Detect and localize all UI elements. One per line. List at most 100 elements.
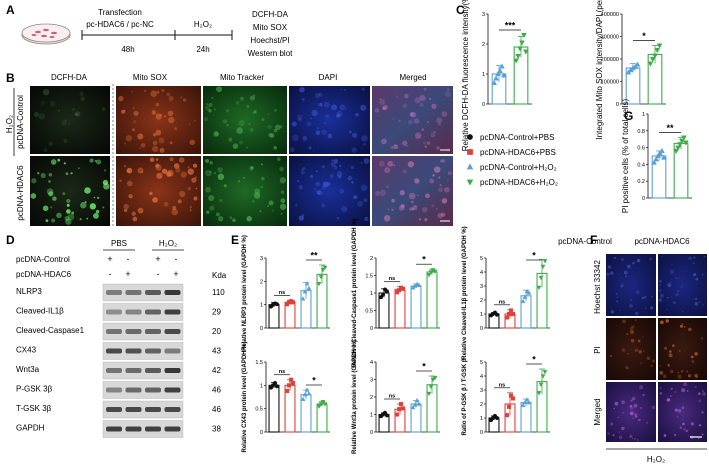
cell-dot: [159, 147, 165, 153]
cell-dot: [33, 111, 40, 118]
cell-dot: [137, 207, 144, 214]
cell-dot: [123, 164, 127, 168]
y-axis-label: Relative Cleaved-IL1β protein level (GAP…: [462, 226, 468, 359]
cell-dot: [629, 411, 634, 416]
data-point: [300, 396, 306, 402]
cell-dot: [273, 145, 277, 150]
h2o2-label-a: H₂O₂: [194, 20, 212, 29]
cell-dot: [428, 97, 432, 101]
d-kda-header: Kda: [212, 271, 227, 280]
cell-dot: [444, 91, 451, 98]
cell-dot: [702, 304, 704, 306]
cell-dot: [309, 117, 313, 120]
cell-dot: [187, 166, 190, 169]
cell-dot: [683, 382, 688, 387]
cell-dot: [347, 175, 353, 181]
blot-band: [145, 387, 161, 393]
blot-label: Wnt3a: [16, 365, 40, 374]
blot-band: [106, 407, 122, 412]
blot-band: [125, 329, 142, 334]
cell-dot: [313, 187, 317, 191]
y-tick-label: 400000: [601, 12, 619, 18]
cell-dot: [679, 324, 684, 328]
chart-wnt3a: 0 1 2 3 4 Relative Wnt3a protein level (GAPDH…: [352, 340, 440, 454]
cell-dot: [249, 127, 254, 133]
cell-dot: [418, 218, 422, 221]
cell-dot: [374, 108, 380, 113]
treatment-sign: +: [173, 269, 178, 279]
cell-dot: [613, 256, 617, 260]
cell-dot: [338, 164, 342, 168]
cell-dot: [339, 104, 346, 111]
data-point: [506, 404, 512, 409]
cell-dot: [130, 196, 133, 199]
cell-dot: [301, 168, 304, 171]
data-point: [304, 387, 310, 392]
cell-dot: [637, 339, 641, 343]
cell-dot: [688, 373, 692, 378]
cell-dot: [319, 102, 323, 107]
cell-dot: [631, 396, 636, 401]
data-point: [426, 273, 432, 278]
cell-dot: [650, 364, 654, 368]
significance-label: *: [642, 31, 646, 41]
cell-dot: [48, 180, 51, 183]
cell-dot: [161, 88, 165, 93]
data-point: [673, 148, 679, 155]
cell-dot: [629, 326, 634, 331]
blot-band: [106, 329, 122, 334]
cell-dot: [667, 283, 672, 288]
assay-1: DCFH-DA: [252, 10, 289, 19]
blot-membrane: [102, 283, 184, 302]
blot-label: GAPDH: [16, 424, 45, 433]
y-tick-label: 1: [642, 112, 645, 118]
cell-dot: [302, 166, 306, 171]
data-point: [412, 402, 418, 407]
cell-dot: [651, 295, 653, 298]
cell-dot: [164, 115, 167, 118]
cell-dot: [703, 255, 706, 258]
cell-dot: [189, 139, 195, 146]
blot-band: [125, 426, 142, 432]
cell-dot: [331, 104, 338, 111]
chart-dcfh-intensity: 0 1 2 3 Relative DCFH-DA fluorescence intens…: [461, 0, 532, 151]
cell-dot: [238, 120, 245, 127]
data-point: [508, 308, 514, 313]
img-mitosox-hdac6: [116, 156, 201, 226]
petri-dish-icon: [21, 23, 71, 45]
cell-dot: [240, 96, 245, 101]
cell-dot: [297, 179, 300, 183]
cell-dot: [321, 105, 323, 108]
y-tick-label: 200000: [601, 57, 619, 63]
cell-dot: [222, 119, 228, 124]
cell-dot: [638, 418, 641, 422]
cell-dot: [329, 173, 334, 179]
y-axis-label: Relative Cleaved-Caspase1 protein level …: [352, 218, 358, 367]
cell-dot: [382, 106, 386, 111]
chart-pgsk-ratio: 0 1 2 3 4 5 Ratio of P-GSK β / T-GSK β ns *: [462, 355, 550, 436]
cell-dot: [163, 201, 169, 207]
cell-dot: [225, 109, 230, 113]
cell-dot: [156, 90, 160, 94]
cell-dot: [698, 424, 702, 427]
f-h2o2-label: H₂O₂: [647, 455, 665, 464]
data-point: [517, 46, 523, 52]
cell-dot: [308, 146, 312, 150]
cell-dot: [318, 92, 323, 97]
y-tick-label: 0.2: [637, 179, 645, 185]
cell-dot: [248, 123, 251, 126]
cell-dot: [701, 411, 704, 414]
cell-dot: [217, 173, 225, 181]
cell-dot: [152, 145, 159, 153]
cell-dot: [66, 203, 70, 207]
cell-dot: [434, 166, 441, 173]
cell-dot: [663, 433, 667, 437]
cell-dot: [95, 209, 100, 214]
data-point: [499, 63, 505, 69]
panel-a: A Transfection pc-HDAC6 / pc-NC H₂O₂ 48h…: [6, 3, 293, 58]
cell-dot: [331, 159, 334, 162]
cell-dot: [246, 104, 250, 108]
cell-dot: [209, 205, 215, 211]
cell-dot: [429, 178, 435, 184]
treatment-sign: +: [107, 254, 112, 264]
